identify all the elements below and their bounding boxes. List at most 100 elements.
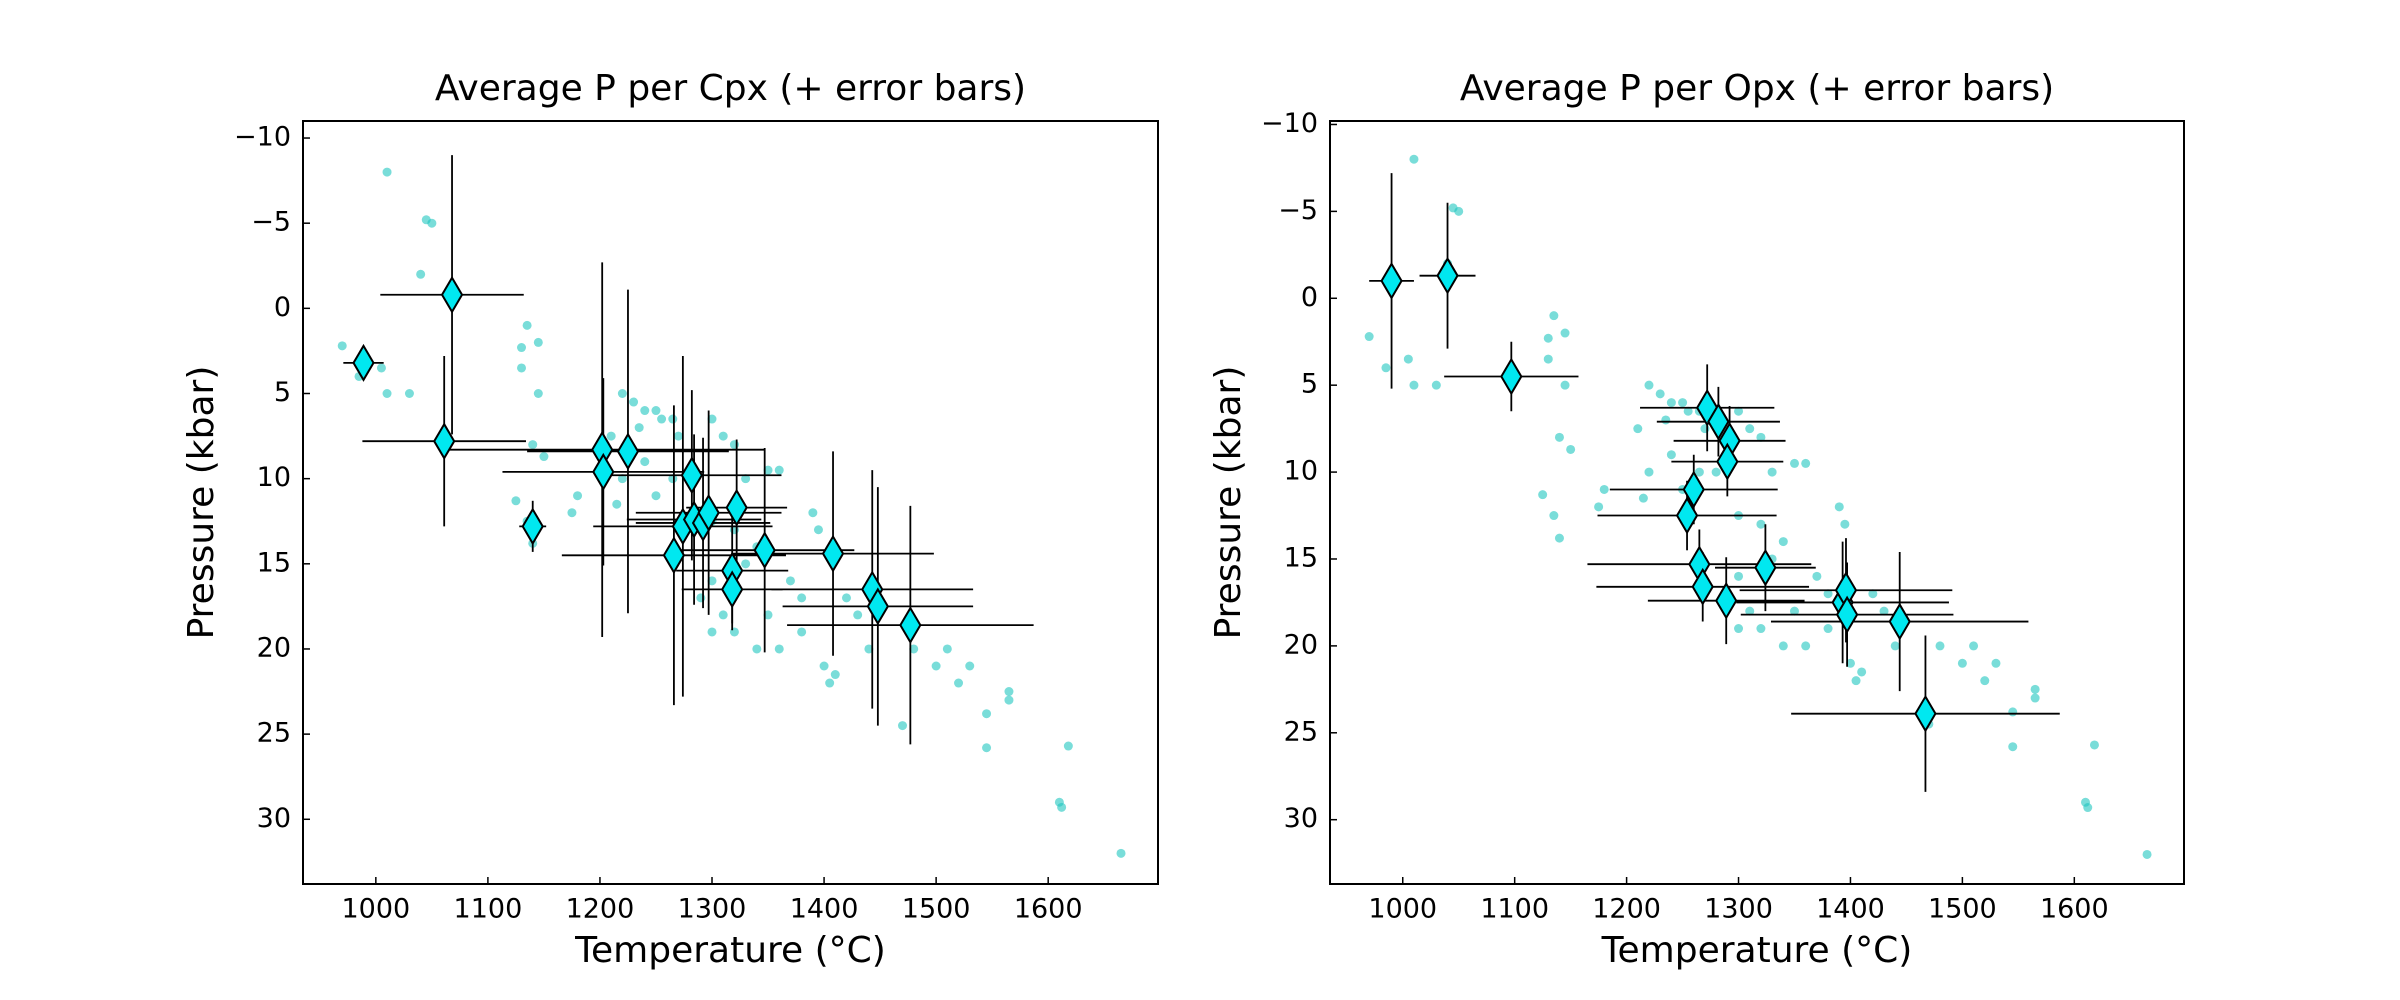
average-marker <box>352 343 375 382</box>
average-marker <box>1682 470 1705 509</box>
scatter-point <box>1683 406 1693 416</box>
scatter-point <box>774 644 784 654</box>
scatter-point <box>1969 641 1979 651</box>
scatter-point <box>2089 740 2099 750</box>
average-marker <box>680 456 704 495</box>
y-tick-label: −10 <box>1261 108 1318 139</box>
scatter-point <box>2008 742 2018 752</box>
x-tick-label: 1600 <box>1014 894 1083 925</box>
average-marker <box>1691 567 1714 606</box>
scatter-point <box>528 440 538 450</box>
scatter-point <box>1633 424 1643 434</box>
scatter-point <box>1454 206 1464 216</box>
scatter-point <box>634 423 644 433</box>
scatter-point <box>1678 398 1688 408</box>
scatter-point <box>1666 450 1676 460</box>
scatter-point <box>573 491 583 501</box>
scatter-point <box>1549 511 1559 521</box>
x-tick-label: 1100 <box>454 894 523 925</box>
average-marker <box>433 422 456 461</box>
scatter-point <box>511 496 521 506</box>
y-tick-label: 20 <box>1284 629 1318 660</box>
scatter-point <box>1745 424 1755 434</box>
scatter-point <box>567 508 577 518</box>
scatter-point <box>629 397 639 407</box>
scatter-point <box>1756 432 1766 442</box>
y-tick-label: −10 <box>234 122 291 153</box>
average-marker <box>753 531 776 570</box>
x-tick-label: 1400 <box>790 894 859 925</box>
scatter-point <box>1756 624 1766 634</box>
scatter-point <box>376 363 386 373</box>
scatter-point <box>942 644 952 654</box>
scatter-point <box>416 269 426 279</box>
y-tick-label: 15 <box>257 547 291 578</box>
average-marker <box>1715 581 1738 620</box>
x-tick-label: 1500 <box>902 894 971 925</box>
scatter-point <box>1711 467 1721 477</box>
scatter-point <box>2142 849 2152 859</box>
scatter-point <box>1957 658 1967 668</box>
scatter-point <box>2030 684 2040 694</box>
scatter-point <box>668 414 678 424</box>
scatter-point <box>853 610 863 620</box>
scatter-point <box>1381 363 1391 373</box>
y-tick-label: −5 <box>1278 195 1318 226</box>
y-tick-label: 15 <box>1284 542 1318 573</box>
scatter-point <box>1554 533 1564 543</box>
scatter-point <box>808 508 818 518</box>
scatter-point <box>1543 354 1553 364</box>
scatter-point <box>1543 333 1553 343</box>
scatter-point <box>1734 571 1744 581</box>
scatter-point <box>1644 380 1654 390</box>
y-axis-label: Pressure (kbar) <box>181 366 222 640</box>
scatter-point <box>752 644 762 654</box>
scatter-point <box>1409 154 1419 164</box>
scatter-point <box>1890 641 1900 651</box>
average-marker <box>725 488 748 527</box>
scatter-point <box>1734 624 1744 634</box>
scatter-point <box>1694 467 1704 477</box>
scatter-point <box>1778 641 1788 651</box>
x-tick-label: 1500 <box>1928 894 1997 925</box>
scatter-point <box>797 593 807 603</box>
scatter-point <box>1004 687 1014 697</box>
scatter-point <box>1868 589 1878 599</box>
scatter-point <box>718 610 728 620</box>
average-marker <box>697 493 720 532</box>
scatter-point <box>729 440 739 450</box>
scatter-point <box>696 593 706 603</box>
scatter-point <box>1057 802 1067 812</box>
scatter-point <box>673 431 683 441</box>
scatter-point <box>1403 354 1413 364</box>
scatter-point <box>741 474 751 484</box>
scatter-point <box>1560 380 1570 390</box>
scatter-point <box>763 465 773 475</box>
scatter-point <box>382 167 392 177</box>
scatter-point <box>657 414 667 424</box>
scatter-point <box>2083 803 2093 813</box>
scatter-point <box>1879 606 1889 616</box>
x-tick-label: 1000 <box>341 894 410 925</box>
scatter-point <box>982 743 992 753</box>
scatter-point <box>533 337 543 347</box>
scatter-point <box>1661 415 1671 425</box>
scatter-point <box>1991 658 2001 668</box>
scatter-point <box>1857 667 1867 677</box>
x-axis-label: Temperature (°C) <box>1601 930 1913 971</box>
scatter-point <box>864 644 874 654</box>
scatter-point <box>718 431 728 441</box>
scatter-point <box>617 389 627 398</box>
scatter-point <box>1644 467 1654 477</box>
y-tick-label: 30 <box>257 803 291 834</box>
scatter-point <box>1599 484 1609 494</box>
scatter-point <box>1734 406 1744 416</box>
scatter-point <box>1549 311 1559 321</box>
scatter-point <box>539 452 549 462</box>
x-tick-label: 1000 <box>1368 894 1437 925</box>
scatter-point <box>1789 606 1799 616</box>
scatter-point <box>517 343 527 353</box>
y-tick-label: 0 <box>274 292 291 323</box>
scatter-point <box>612 499 622 509</box>
